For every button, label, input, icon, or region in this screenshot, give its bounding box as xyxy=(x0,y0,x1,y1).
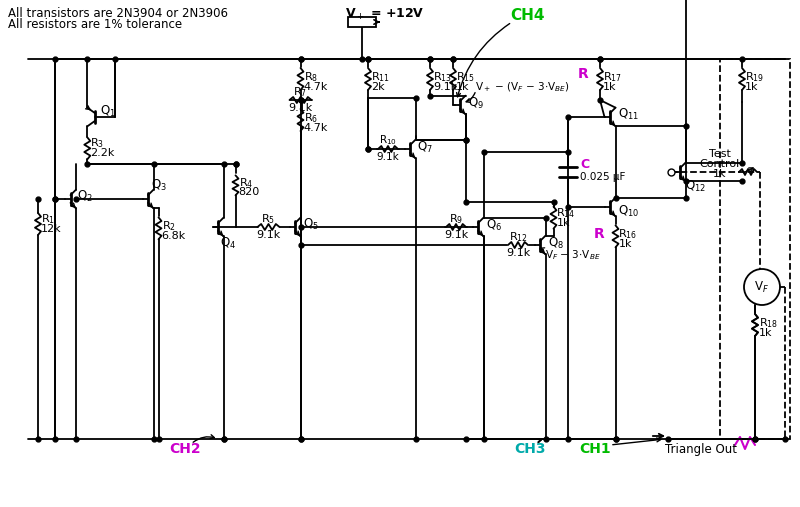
Text: Q$_{10}$: Q$_{10}$ xyxy=(618,203,639,219)
Text: 1k: 1k xyxy=(557,218,570,228)
Text: 4.7k: 4.7k xyxy=(303,82,328,92)
Text: R$_3$: R$_3$ xyxy=(90,136,104,150)
Text: R$_{12}$: R$_{12}$ xyxy=(509,230,527,244)
Text: 1k: 1k xyxy=(456,82,470,92)
Bar xyxy=(348,17,376,27)
Text: R$_{13}$: R$_{13}$ xyxy=(433,70,452,84)
Text: All transistors are 2N3904 or 2N3906: All transistors are 2N3904 or 2N3906 xyxy=(8,7,228,20)
Text: R$_6$: R$_6$ xyxy=(303,111,318,125)
Text: Q$_3$: Q$_3$ xyxy=(151,177,167,193)
Text: 820: 820 xyxy=(238,188,260,197)
Text: Q$_6$: Q$_6$ xyxy=(486,218,502,233)
Text: Test: Test xyxy=(709,149,731,159)
Text: R$_{17}$: R$_{17}$ xyxy=(603,70,622,84)
Text: 9.1k: 9.1k xyxy=(433,82,458,92)
Text: R: R xyxy=(594,227,604,241)
Text: Q$_1$: Q$_1$ xyxy=(100,103,116,119)
Text: R$_5$: R$_5$ xyxy=(262,212,275,226)
Text: R$_1$: R$_1$ xyxy=(41,212,55,226)
Bar xyxy=(720,59,790,439)
Text: V$_+$ $-$ (V$_F$ $-$ 3$\cdot$V$_{BE}$): V$_+$ $-$ (V$_F$ $-$ 3$\cdot$V$_{BE}$) xyxy=(475,80,570,94)
Text: Q$_{11}$: Q$_{11}$ xyxy=(618,106,639,122)
Text: R$_9$: R$_9$ xyxy=(449,212,463,226)
Text: Q$_7$: Q$_7$ xyxy=(417,139,433,155)
Text: 2.2k: 2.2k xyxy=(90,149,114,158)
Text: Q$_2$: Q$_2$ xyxy=(77,189,93,203)
Text: Q$_9$: Q$_9$ xyxy=(468,95,484,111)
Text: 1k: 1k xyxy=(603,82,617,92)
Text: 4.7k: 4.7k xyxy=(303,123,328,133)
Text: R$_{19}$: R$_{19}$ xyxy=(745,70,764,84)
Text: 9.1k: 9.1k xyxy=(506,248,530,258)
Text: C: C xyxy=(580,158,589,170)
Text: R$_4$: R$_4$ xyxy=(238,176,253,190)
Text: 1k: 1k xyxy=(618,239,632,249)
Text: R$_{15}$: R$_{15}$ xyxy=(456,70,475,84)
Text: 9.1k: 9.1k xyxy=(256,230,281,240)
Text: CH2: CH2 xyxy=(169,442,201,456)
Text: R$_2$: R$_2$ xyxy=(162,220,175,233)
Text: Q$_{12}$: Q$_{12}$ xyxy=(685,178,706,194)
Text: 0.025 μF: 0.025 μF xyxy=(580,172,626,182)
Text: CH1: CH1 xyxy=(579,442,611,456)
Text: R$_{10}$: R$_{10}$ xyxy=(379,133,397,147)
Text: V$_F$ $-$ 3$\cdot$V$_{BE}$: V$_F$ $-$ 3$\cdot$V$_{BE}$ xyxy=(545,248,601,262)
Text: R: R xyxy=(578,67,589,81)
Text: V$_+$ = +12V: V$_+$ = +12V xyxy=(345,7,425,22)
Text: R$_7$: R$_7$ xyxy=(294,85,307,99)
Text: 6.8k: 6.8k xyxy=(162,231,186,241)
Text: Q$_4$: Q$_4$ xyxy=(220,235,236,250)
Text: 9.1k: 9.1k xyxy=(377,152,399,162)
Text: CH4: CH4 xyxy=(510,8,545,22)
Text: Triangle Out: Triangle Out xyxy=(665,443,737,455)
Text: V$_F$: V$_F$ xyxy=(754,279,770,295)
Text: 2k: 2k xyxy=(371,82,385,92)
Text: R$_{16}$: R$_{16}$ xyxy=(618,228,638,241)
Text: Q$_8$: Q$_8$ xyxy=(548,235,564,250)
Text: R$_8$: R$_8$ xyxy=(303,70,318,84)
Text: 9.1k: 9.1k xyxy=(288,103,313,113)
Text: Q$_5$: Q$_5$ xyxy=(303,216,319,232)
Text: All resistors are 1% tolerance: All resistors are 1% tolerance xyxy=(8,18,182,31)
Text: R$_{11}$: R$_{11}$ xyxy=(371,70,390,84)
Text: 1k: 1k xyxy=(759,328,773,338)
Text: 9.1k: 9.1k xyxy=(444,230,468,240)
Text: R$_{14}$: R$_{14}$ xyxy=(557,206,576,220)
Text: R$_{18}$: R$_{18}$ xyxy=(759,316,778,330)
Text: CH3: CH3 xyxy=(514,442,546,456)
Text: Control: Control xyxy=(700,159,740,169)
Text: 1k: 1k xyxy=(745,82,758,92)
Text: 1k: 1k xyxy=(714,169,726,179)
Text: 12k: 12k xyxy=(41,224,62,234)
